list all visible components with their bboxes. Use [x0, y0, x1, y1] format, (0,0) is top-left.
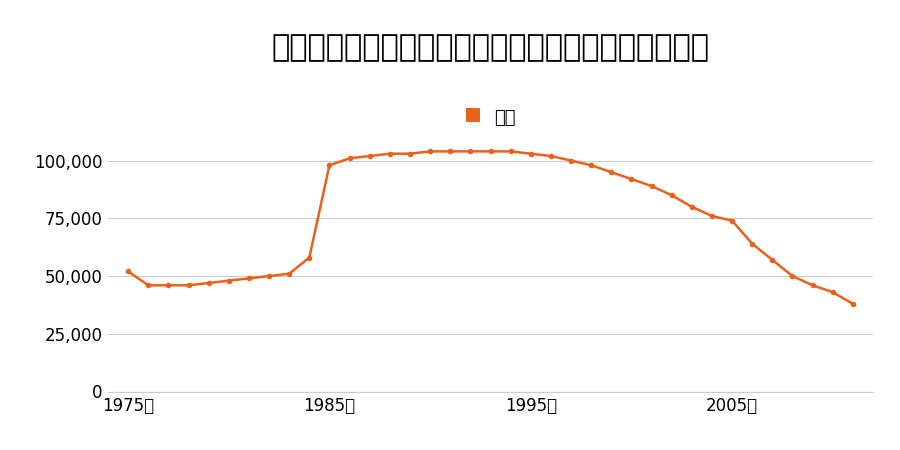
価格 — [807, 283, 818, 288]
価格 — [848, 301, 859, 306]
価格 — [384, 151, 395, 157]
価格 — [666, 193, 677, 198]
価格 — [344, 156, 355, 161]
価格 — [788, 273, 798, 279]
価格 — [405, 151, 416, 157]
価格 — [767, 257, 778, 263]
価格 — [425, 148, 436, 154]
価格 — [445, 148, 455, 154]
Line: 価格: 価格 — [125, 148, 856, 306]
Title: 岩手県陸前高田市高田町字馬場前２７番７の地価推移: 岩手県陸前高田市高田町字馬場前２７番７の地価推移 — [272, 34, 709, 63]
価格 — [646, 183, 657, 189]
価格 — [827, 289, 838, 295]
価格 — [244, 276, 255, 281]
価格 — [264, 273, 274, 279]
価格 — [687, 204, 698, 210]
価格 — [465, 148, 476, 154]
価格 — [726, 218, 737, 223]
価格 — [626, 176, 637, 182]
価格 — [586, 162, 597, 168]
価格 — [706, 213, 717, 219]
価格 — [485, 148, 496, 154]
価格 — [143, 283, 154, 288]
価格 — [304, 255, 315, 260]
価格 — [747, 241, 758, 247]
価格 — [223, 278, 234, 284]
価格 — [606, 170, 616, 175]
価格 — [324, 162, 335, 168]
価格 — [505, 148, 516, 154]
価格 — [284, 271, 294, 276]
価格 — [545, 153, 556, 159]
価格 — [203, 280, 214, 286]
価格 — [163, 283, 174, 288]
価格 — [183, 283, 194, 288]
Legend: 価格: 価格 — [458, 100, 523, 134]
価格 — [526, 151, 536, 157]
価格 — [122, 269, 133, 274]
価格 — [565, 158, 576, 163]
価格 — [364, 153, 375, 159]
